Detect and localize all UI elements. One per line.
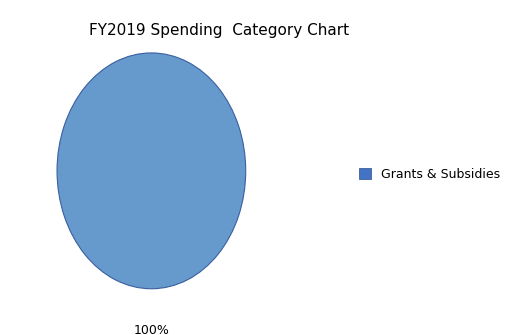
Legend: Grants & Subsidies: Grants & Subsidies [354, 163, 505, 186]
Text: 100%: 100% [134, 324, 169, 335]
Text: FY2019 Spending  Category Chart: FY2019 Spending Category Chart [89, 23, 349, 39]
Wedge shape [57, 53, 246, 289]
